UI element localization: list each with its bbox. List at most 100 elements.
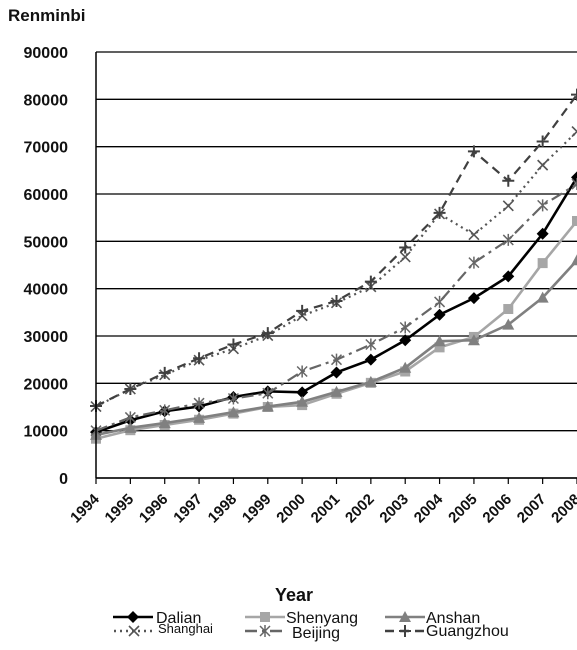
data-point-anshan xyxy=(467,334,480,346)
data-point-guangzhou xyxy=(399,241,412,254)
data-point-beijing xyxy=(365,338,377,351)
y-tick-label: 30000 xyxy=(24,329,69,346)
data-point-guangzhou xyxy=(124,383,137,396)
data-point-beijing xyxy=(296,365,308,378)
legend-marker-guangzhou xyxy=(399,625,411,637)
data-point-guangzhou xyxy=(536,135,549,148)
y-tick-label: 50000 xyxy=(24,234,69,251)
legend-label-beijing: Beijing xyxy=(292,625,340,642)
axes xyxy=(95,52,577,484)
x-tick-label: 2005 xyxy=(445,491,481,527)
data-point-anshan xyxy=(158,417,171,429)
legend-label-shenyang: Shenyang xyxy=(286,610,358,627)
data-point-guangzhou xyxy=(364,275,377,288)
data-point-dalian xyxy=(433,308,446,321)
data-point-anshan xyxy=(330,385,343,397)
data-point-anshan xyxy=(193,411,206,423)
x-axis-label: Year xyxy=(275,585,313,605)
data-point-guangzhou xyxy=(261,327,274,340)
data-point-guangzhou xyxy=(227,338,240,351)
data-point-anshan xyxy=(261,400,274,412)
data-point-dalian xyxy=(399,334,412,347)
legend-item-shanghai: Shanghai xyxy=(114,621,213,637)
legend-label-shanghai: Shanghai xyxy=(158,621,213,636)
data-point-beijing xyxy=(571,178,577,191)
x-tick-label: 2006 xyxy=(479,491,515,527)
data-point-beijing xyxy=(537,199,549,212)
legend-marker-dalian xyxy=(127,611,139,623)
y-tick-label: 60000 xyxy=(24,187,69,204)
legend: Dalian Shenyang Anshan Shanghai Beijing Guang… xyxy=(113,610,509,642)
legend-item-anshan: Anshan xyxy=(385,610,480,627)
legend-item-beijing: Beijing xyxy=(245,625,340,642)
data-point-anshan xyxy=(124,421,137,433)
legend-item-guangzhou: Guangzhou xyxy=(385,623,509,640)
data-point-guangzhou xyxy=(571,88,577,101)
data-point-guangzhou xyxy=(158,366,171,379)
data-point-beijing xyxy=(227,392,239,405)
legend-item-shenyang: Shenyang xyxy=(245,610,358,627)
data-point-anshan xyxy=(502,318,515,330)
data-point-anshan xyxy=(364,375,377,387)
data-point-guangzhou xyxy=(433,206,446,219)
data-point-beijing xyxy=(193,397,205,410)
y-axis-label: Renminbi xyxy=(8,6,85,25)
x-tick-label: 2002 xyxy=(342,491,378,527)
x-tick-label: 1999 xyxy=(239,491,275,527)
data-point-shanghai xyxy=(502,200,514,212)
data-point-shenyang xyxy=(537,258,548,269)
y-tick-label: 40000 xyxy=(24,282,69,299)
data-point-shanghai xyxy=(399,251,411,263)
data-point-anshan xyxy=(433,335,446,347)
x-tick-label: 2008 xyxy=(548,491,577,527)
gridlines xyxy=(96,51,577,479)
data-point-shanghai xyxy=(571,125,577,138)
data-point-shenyang xyxy=(434,342,445,353)
data-point-beijing xyxy=(124,411,136,424)
data-point-beijing xyxy=(399,321,411,334)
x-tick-label: 2003 xyxy=(376,491,412,527)
series-beijing xyxy=(90,178,577,437)
data-point-beijing xyxy=(330,353,343,366)
data-point-beijing xyxy=(434,295,446,308)
data-point-anshan xyxy=(399,361,412,373)
data-point-shanghai xyxy=(468,229,480,241)
series-anshan xyxy=(90,254,577,440)
data-point-guangzhou xyxy=(330,294,343,307)
data-point-anshan xyxy=(296,395,309,407)
data-point-beijing xyxy=(159,404,171,417)
x-tick-label: 1994 xyxy=(67,490,103,526)
x-tick-labels: 1994199519961997199819992000200120022003… xyxy=(67,490,577,526)
data-point-guangzhou xyxy=(193,352,206,365)
x-tick-label: 2007 xyxy=(514,491,550,527)
data-point-anshan xyxy=(571,254,577,266)
x-tick-label: 1998 xyxy=(205,491,241,527)
legend-label-anshan: Anshan xyxy=(426,610,480,627)
series-lines xyxy=(90,88,577,444)
legend-label-dalian: Dalian xyxy=(156,610,201,627)
x-tick-label: 2000 xyxy=(273,491,309,527)
data-point-shenyang xyxy=(572,215,577,226)
x-tick-label: 1995 xyxy=(102,491,138,527)
y-tick-label: 80000 xyxy=(24,92,69,109)
x-tick-label: 1996 xyxy=(136,491,172,527)
legend-marker-anshan xyxy=(399,611,411,622)
legend-marker-shenyang xyxy=(260,612,270,622)
data-point-guangzhou xyxy=(296,304,309,317)
y-tick-label: 20000 xyxy=(24,376,69,393)
x-tick-label: 1997 xyxy=(170,491,206,527)
data-point-guangzhou xyxy=(467,145,480,158)
data-point-anshan xyxy=(536,291,549,303)
data-point-dalian xyxy=(536,227,549,240)
data-point-dalian xyxy=(330,366,343,379)
data-point-dalian xyxy=(364,353,377,366)
data-point-beijing xyxy=(502,233,514,246)
data-point-dalian xyxy=(296,386,309,399)
data-point-shanghai xyxy=(537,159,549,171)
x-tick-label: 2004 xyxy=(411,490,447,526)
data-point-dalian xyxy=(571,171,577,184)
x-tick-label: 2001 xyxy=(308,491,344,527)
data-point-anshan xyxy=(227,406,240,418)
data-point-dalian xyxy=(467,292,480,305)
